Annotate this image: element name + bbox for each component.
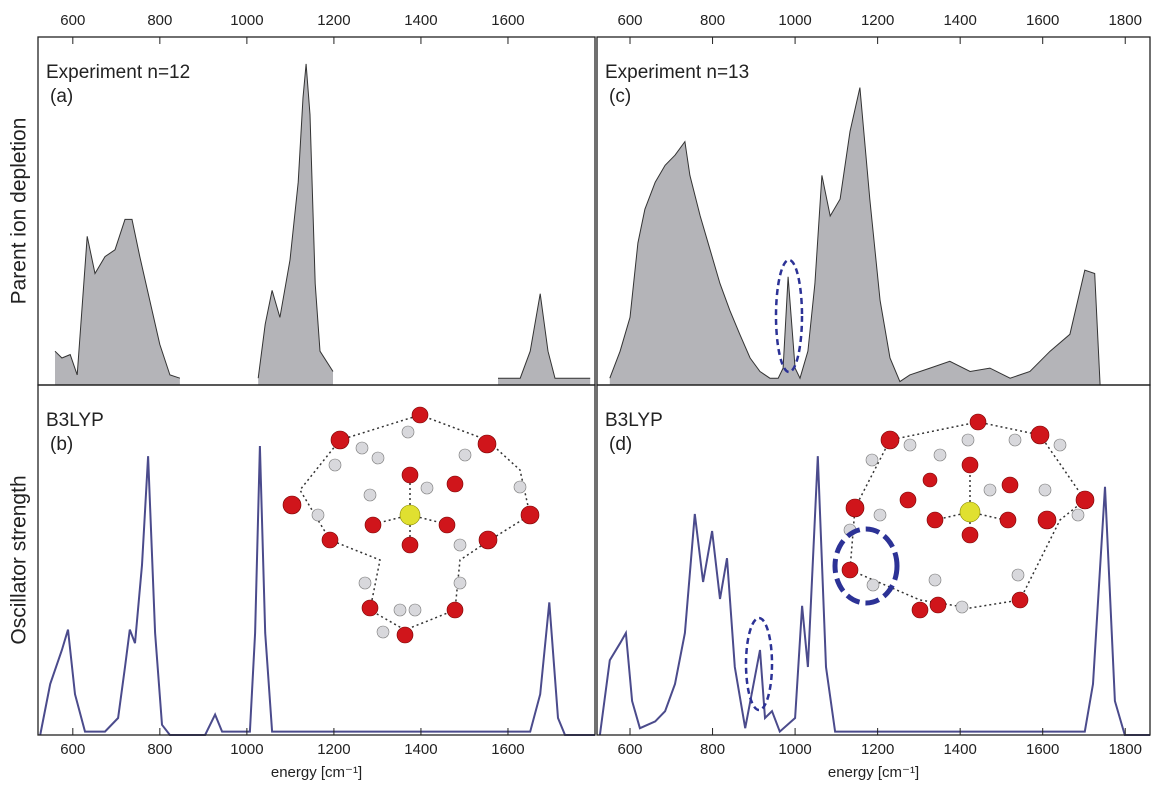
panel: 600 800 1000 1200 1400 1600 B3LYP (b) Oscillator…: [8, 385, 595, 781]
x-tick-label: 1600: [491, 741, 524, 758]
x-tick-label: 600: [60, 741, 85, 758]
x-tick-label: 1800: [1109, 12, 1142, 29]
panel-frame: [38, 385, 595, 735]
panel-letter: (a): [50, 86, 73, 107]
x-tick-label: 600: [60, 12, 85, 29]
figure: 600 800 1000 1200 1400 1600 Experiment n=12 (a)…: [0, 0, 1172, 785]
x-tick-label: 1800: [1109, 741, 1142, 758]
x-tick-label: 1000: [230, 741, 263, 758]
panel-letter: (d): [609, 434, 632, 455]
spectrum-line: [600, 456, 1150, 735]
x-tick-label: 1600: [1026, 12, 1059, 29]
x-tick-label: 800: [700, 741, 725, 758]
x-tick-label: 600: [617, 741, 642, 758]
x-tick-label: 800: [147, 12, 172, 29]
panel-title: B3LYP: [605, 410, 663, 431]
panel: 600 800 1000 1200 1400 1600 Experiment n=12 (a)…: [8, 12, 595, 385]
highlight-oval: [746, 618, 772, 710]
molecule-n13: [835, 414, 1094, 618]
panel-title: B3LYP: [46, 410, 104, 431]
x-tick-label: 1200: [317, 12, 350, 29]
x-tick-label: 1400: [404, 741, 437, 758]
x-axis-label: energy [cm⁻¹]: [828, 764, 919, 781]
panel-letter: (c): [609, 86, 631, 107]
x-tick-label: 1200: [861, 741, 894, 758]
x-tick-label: 800: [147, 741, 172, 758]
panel-letter: (b): [50, 434, 73, 455]
x-tick-label: 1200: [317, 741, 350, 758]
panel-title: Experiment n=13: [605, 62, 749, 83]
y-axis-label: Oscillator strength: [8, 475, 31, 644]
x-tick-label: 1600: [1026, 741, 1059, 758]
panels: 600 800 1000 1200 1400 1600 Experiment n=12 (a)…: [8, 12, 1150, 781]
panel: 600 800 1000 1200 1400 1600 1800 Experiment n=1…: [597, 12, 1150, 385]
x-tick-label: 1400: [943, 12, 976, 29]
x-tick-label: 1000: [778, 12, 811, 29]
panel-title: Experiment n=12: [46, 62, 190, 83]
area-fill: [610, 88, 1100, 385]
x-axis-label: energy [cm⁻¹]: [271, 764, 362, 781]
x-tick-label: 1400: [404, 12, 437, 29]
y-axis-label: Parent ion depletion: [8, 118, 31, 305]
x-tick-label: 800: [700, 12, 725, 29]
x-tick-label: 600: [617, 12, 642, 29]
x-tick-label: 1600: [491, 12, 524, 29]
x-tick-label: 1400: [943, 741, 976, 758]
x-tick-label: 1200: [861, 12, 894, 29]
spectrum-line: [40, 446, 595, 735]
panel-frame: [597, 385, 1150, 735]
x-tick-label: 1000: [778, 741, 811, 758]
molecule-n12: [283, 407, 539, 643]
area-fill: [55, 64, 590, 385]
x-tick-label: 1000: [230, 12, 263, 29]
